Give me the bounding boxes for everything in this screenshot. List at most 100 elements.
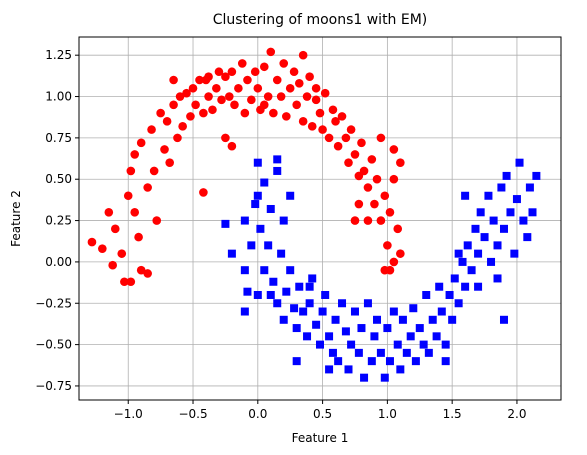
red-circle-point xyxy=(385,207,395,217)
red-circle-point xyxy=(98,244,107,253)
red-circle-point xyxy=(165,158,174,167)
red-circle-point xyxy=(225,92,234,101)
red-circle-point xyxy=(324,133,334,143)
red-circle-point xyxy=(108,260,117,270)
red-circle-point xyxy=(285,83,295,93)
blue-square-point xyxy=(471,224,480,233)
blue-square-point xyxy=(357,324,366,333)
y-tick-label: 0.25 xyxy=(45,214,72,228)
blue-square-point xyxy=(344,365,353,374)
blue-square-point xyxy=(247,241,256,250)
red-circle-point xyxy=(117,249,127,258)
y-tick-label: −0.50 xyxy=(35,338,72,352)
blue-square-point xyxy=(489,216,498,225)
blue-square-point xyxy=(305,282,314,291)
blue-square-point xyxy=(437,307,446,316)
blue-square-point xyxy=(396,365,405,374)
blue-square-point xyxy=(279,315,288,324)
blue-square-point xyxy=(519,216,528,225)
red-circle-point xyxy=(331,117,340,126)
blue-square-point xyxy=(467,266,476,275)
blue-square-point xyxy=(424,348,433,357)
red-circle-point xyxy=(389,257,399,267)
blue-square-point xyxy=(282,287,291,296)
blue-square-point xyxy=(461,191,470,200)
blue-square-point xyxy=(325,332,334,341)
y-axis-label: Feature 2 xyxy=(9,190,23,247)
red-circle-point xyxy=(393,224,403,234)
blue-square-point xyxy=(256,224,265,233)
blue-square-point xyxy=(480,233,489,242)
blue-square-point xyxy=(523,233,532,242)
blue-square-point xyxy=(338,299,347,308)
blue-square-point xyxy=(502,171,511,180)
blue-square-point xyxy=(269,277,278,286)
red-circle-point xyxy=(363,216,373,225)
red-circle-point xyxy=(143,269,152,278)
red-circle-point xyxy=(120,277,129,287)
blue-square-point xyxy=(290,304,299,313)
red-circle-point xyxy=(186,112,195,121)
blue-square-point xyxy=(487,257,496,266)
red-circle-point xyxy=(350,216,360,225)
blue-square-point xyxy=(493,241,502,250)
red-circle-point xyxy=(357,138,366,148)
red-circle-point xyxy=(333,141,343,151)
blue-square-point xyxy=(253,158,262,167)
blue-square-point xyxy=(499,224,508,233)
blue-square-point xyxy=(347,340,356,349)
red-circle-point xyxy=(191,100,200,110)
red-circle-point xyxy=(289,67,299,77)
blue-square-point xyxy=(308,274,317,283)
red-circle-point xyxy=(354,199,364,209)
red-circle-point xyxy=(243,75,252,85)
red-circle-point xyxy=(130,207,140,217)
blue-square-point xyxy=(398,315,407,324)
red-circle-point xyxy=(247,95,256,105)
red-circle-point xyxy=(337,112,347,121)
blue-square-point xyxy=(419,340,428,349)
red-circle-point xyxy=(152,216,162,225)
x-tick-label: 0.5 xyxy=(313,407,332,421)
red-circle-point xyxy=(134,232,143,242)
blue-square-point xyxy=(363,299,372,308)
blue-square-point xyxy=(415,324,424,333)
blue-square-point xyxy=(221,219,230,228)
red-circle-point xyxy=(376,216,386,225)
blue-square-point xyxy=(441,357,450,366)
y-tick-label: 0.00 xyxy=(45,255,72,269)
blue-square-point xyxy=(273,155,282,164)
red-circle-point xyxy=(214,67,224,77)
blue-square-point xyxy=(253,191,262,200)
blue-square-point xyxy=(428,315,437,324)
blue-square-point xyxy=(476,208,485,217)
red-circle-point xyxy=(199,108,208,118)
red-circle-point xyxy=(269,108,278,118)
blue-square-point xyxy=(240,216,249,225)
blue-square-point xyxy=(305,299,314,308)
y-tick-label: 0.75 xyxy=(45,131,72,145)
blue-square-point xyxy=(389,307,398,316)
red-circle-point xyxy=(212,83,221,93)
red-circle-point xyxy=(188,83,198,93)
red-circle-point xyxy=(307,122,317,131)
red-circle-point xyxy=(162,117,172,126)
blue-square-point xyxy=(325,365,334,374)
blue-square-point xyxy=(393,340,402,349)
red-circle-point xyxy=(383,241,392,250)
blue-square-point xyxy=(373,315,382,324)
blue-square-point xyxy=(266,290,275,299)
blue-square-point xyxy=(367,357,376,366)
blue-square-point xyxy=(227,249,236,258)
red-circle-point xyxy=(182,88,191,98)
blue-square-point xyxy=(286,191,295,200)
red-circle-point xyxy=(315,108,325,118)
blue-square-point xyxy=(292,357,301,366)
red-circle-point xyxy=(87,237,97,247)
y-tick-label: 1.00 xyxy=(45,90,72,104)
red-circle-point xyxy=(370,199,379,209)
axis-ticks: −1.0 −0.5 0.0 0.5 1.0 1.5 2.0 −0.75 −0.50 −0.25 0.… xyxy=(35,48,526,421)
blue-square-point xyxy=(474,282,483,291)
red-circle-point xyxy=(350,150,360,159)
